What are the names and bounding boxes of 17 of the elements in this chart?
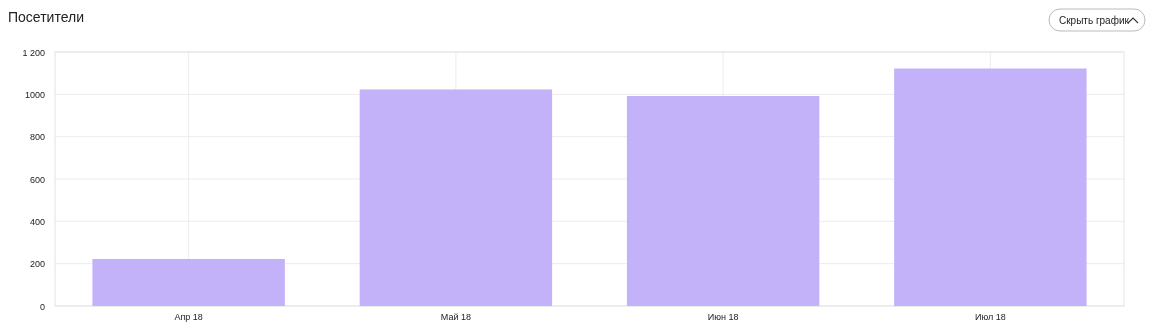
y-tick-label: 600: [29, 174, 45, 185]
y-tick-label: 1000: [24, 89, 45, 100]
x-tick-label: Июн 18: [707, 312, 739, 322]
bar: [92, 259, 285, 306]
text: Скрыть график: [1059, 15, 1130, 26]
x-tick-label: Май 18: [440, 312, 471, 322]
y-tick-label: 800: [29, 132, 45, 143]
bar: [359, 89, 553, 306]
chart-title: Посетители: [8, 9, 84, 25]
bar: [894, 68, 1087, 306]
y-tick-label: 1 200: [22, 47, 45, 58]
x-tick-label: Апр 18: [174, 312, 203, 322]
y-tick-label: 200: [29, 259, 45, 270]
bar: [626, 96, 820, 306]
x-tick-label: Июл 18: [974, 312, 1006, 322]
y-tick-label: 0: [39, 301, 45, 312]
y-tick-label: 400: [29, 216, 45, 227]
